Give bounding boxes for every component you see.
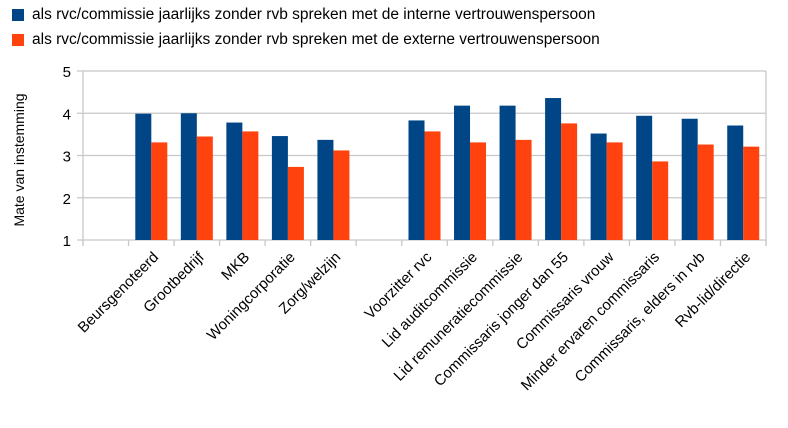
- legend: als rvc/commissie jaarlijks zonder rvb s…: [12, 2, 600, 52]
- bar-externe: [242, 131, 259, 240]
- bar-externe: [196, 136, 213, 240]
- legend-swatch-interne: [12, 8, 24, 21]
- bar-interne: [636, 115, 653, 240]
- bar-interne: [454, 105, 471, 241]
- bar-interne: [180, 113, 197, 240]
- y-tick-label: 2: [63, 191, 71, 208]
- legend-item-externe: als rvc/commissie jaarlijks zonder rvb s…: [12, 27, 600, 52]
- bar-externe: [561, 123, 578, 240]
- bar-externe: [515, 139, 532, 240]
- legend-item-interne: als rvc/commissie jaarlijks zonder rvb s…: [12, 2, 600, 27]
- x-category-label: MKB: [218, 249, 253, 284]
- bar-externe: [743, 146, 760, 240]
- bar-interne: [226, 122, 243, 240]
- legend-label-interne: als rvc/commissie jaarlijks zonder rvb s…: [32, 5, 596, 23]
- bar-interne: [545, 98, 562, 240]
- bar-interne: [271, 136, 288, 240]
- bar-externe: [697, 144, 714, 240]
- bar-externe: [424, 131, 441, 240]
- legend-swatch-externe: [12, 33, 24, 46]
- bar-interne: [590, 133, 607, 240]
- bar-interne: [499, 105, 516, 241]
- bar-interne: [317, 139, 334, 240]
- x-category-label: Beursgenoteerd: [75, 249, 163, 337]
- bar-interne: [727, 125, 744, 240]
- y-tick-label: 1: [63, 233, 71, 250]
- y-tick-label: 5: [63, 64, 71, 81]
- bar-externe: [287, 166, 304, 240]
- bar-externe: [151, 142, 168, 240]
- bar-interne: [135, 113, 152, 240]
- bar-externe: [652, 161, 669, 240]
- y-axis-label: Mate van instemming: [11, 93, 27, 226]
- bar-externe: [470, 142, 487, 240]
- y-tick-label: 3: [63, 149, 71, 166]
- bar-interne: [408, 120, 425, 240]
- y-tick-label: 4: [63, 106, 71, 123]
- bar-externe: [333, 150, 350, 240]
- bar-interne: [681, 118, 698, 240]
- bar-externe: [606, 142, 623, 240]
- legend-label-externe: als rvc/commissie jaarlijks zonder rvb s…: [32, 30, 600, 48]
